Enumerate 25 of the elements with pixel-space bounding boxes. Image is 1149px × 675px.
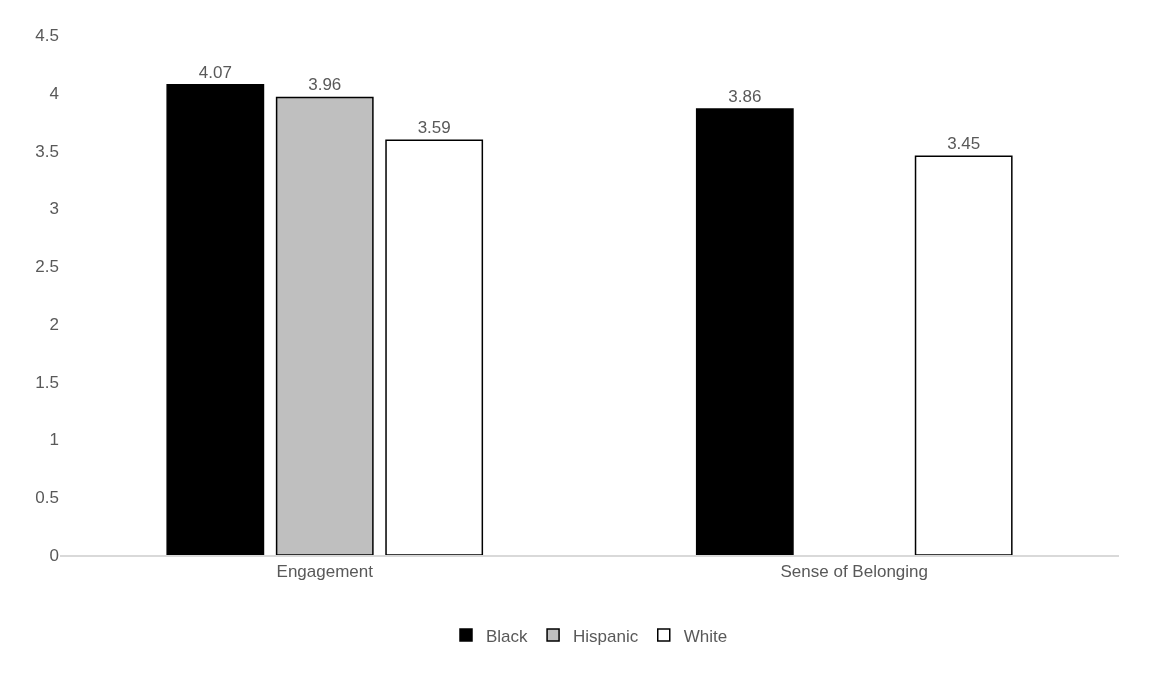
y-tick-label: 3.5 <box>35 141 59 161</box>
y-tick-label: 2.5 <box>35 257 59 277</box>
bar <box>275 96 374 555</box>
x-tick-label: Sense of Belonging <box>780 562 928 582</box>
data-label: 3.45 <box>947 134 981 154</box>
y-tick-label: 0 <box>49 545 59 565</box>
data-label: 4.07 <box>198 62 232 82</box>
bar <box>166 83 265 555</box>
bar <box>914 155 1013 555</box>
legend-label: White <box>683 626 728 646</box>
y-tick-label: 3 <box>49 199 59 219</box>
y-tick-label: 4.5 <box>35 25 59 45</box>
data-label: 3.59 <box>417 118 451 138</box>
y-tick-label: 4 <box>49 83 59 103</box>
x-tick-label: Engagement <box>276 562 374 582</box>
legend-label: Black <box>486 626 529 646</box>
bar <box>385 139 484 555</box>
y-tick-label: 2 <box>49 314 59 334</box>
data-label: 3.86 <box>728 86 762 106</box>
y-tick-label: 1.5 <box>35 372 59 392</box>
y-tick-label: 1 <box>49 430 59 450</box>
legend-label: Hispanic <box>573 626 639 646</box>
bar <box>695 108 794 555</box>
y-tick-label: 0.5 <box>35 488 59 508</box>
data-label: 3.96 <box>308 75 342 95</box>
